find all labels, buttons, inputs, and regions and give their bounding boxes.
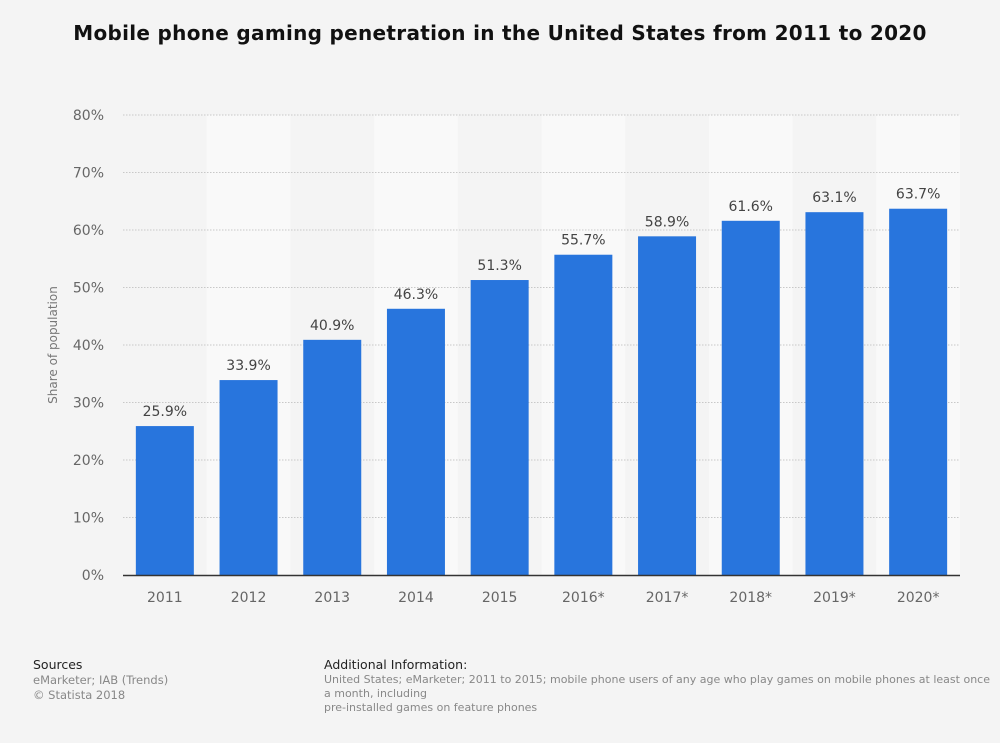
bar-chart: 0% 10% 20% 30% 40% 50% 60% 70% 80% 25.9% 2011 33.9%… (46, 108, 960, 606)
data-label: 63.7% (896, 187, 940, 203)
data-label: 55.7% (561, 233, 605, 249)
data-label: 33.9% (226, 358, 270, 374)
bar-2018* (721, 220, 780, 576)
sources-text[interactable]: eMarketer; IAB (Trends) (33, 673, 169, 687)
bar-2019* (805, 212, 864, 576)
y-tick-label: 30% (73, 396, 104, 412)
y-tick-label: 50% (73, 281, 104, 297)
x-tick-label: 2014 (398, 590, 434, 606)
sources-block: Sources eMarketer; IAB (Trends) © Statis… (33, 657, 168, 703)
additional-info-heading: Additional Information: (324, 657, 468, 672)
bar-2014 (386, 308, 445, 575)
sources-heading: Sources (33, 657, 83, 672)
y-tick-label: 0% (82, 568, 104, 584)
x-tick-label: 2011 (147, 590, 183, 606)
additional-info-block: Additional Information: United States; e… (324, 657, 990, 715)
data-label: 61.6% (729, 199, 773, 215)
x-tick-label: 2012 (231, 590, 267, 606)
y-tick-label: 20% (73, 453, 104, 469)
y-tick-label: 10% (73, 511, 104, 527)
bar-2011 (135, 426, 194, 575)
bar-2013 (303, 339, 362, 575)
y-tick-label: 80% (73, 108, 104, 124)
data-label: 51.3% (477, 258, 521, 274)
x-tick-label: 2017* (646, 590, 689, 606)
data-label: 40.9% (310, 318, 354, 334)
copyright-text: © Statista 2018 (33, 688, 126, 702)
x-tick-label: 2019* (813, 590, 856, 606)
additional-info-line-2: pre-installed games on feature phones (324, 701, 538, 714)
data-label: 58.9% (645, 214, 689, 230)
y-axis-label: Share of population (46, 286, 60, 404)
bar-2020* (889, 208, 948, 575)
bar-2016* (554, 254, 613, 575)
data-label: 46.3% (394, 287, 438, 303)
y-tick-label: 40% (73, 338, 104, 354)
bar-2012 (219, 380, 278, 575)
bar-2017* (638, 236, 697, 575)
x-tick-label: 2015 (482, 590, 518, 606)
data-label: 25.9% (143, 404, 187, 420)
data-label: 63.1% (812, 190, 856, 206)
x-tick-label: 2016* (562, 590, 605, 606)
additional-info-line-1: United States; eMarketer; 2011 to 2015; … (324, 673, 990, 700)
x-tick-label: 2013 (314, 590, 350, 606)
chart-title: Mobile phone gaming penetration in the U… (73, 21, 927, 45)
y-tick-label: 70% (73, 166, 104, 182)
x-tick-label: 2018* (729, 590, 772, 606)
x-tick-label: 2020* (897, 590, 940, 606)
bar-2015 (470, 280, 529, 575)
y-tick-label: 60% (73, 223, 104, 239)
